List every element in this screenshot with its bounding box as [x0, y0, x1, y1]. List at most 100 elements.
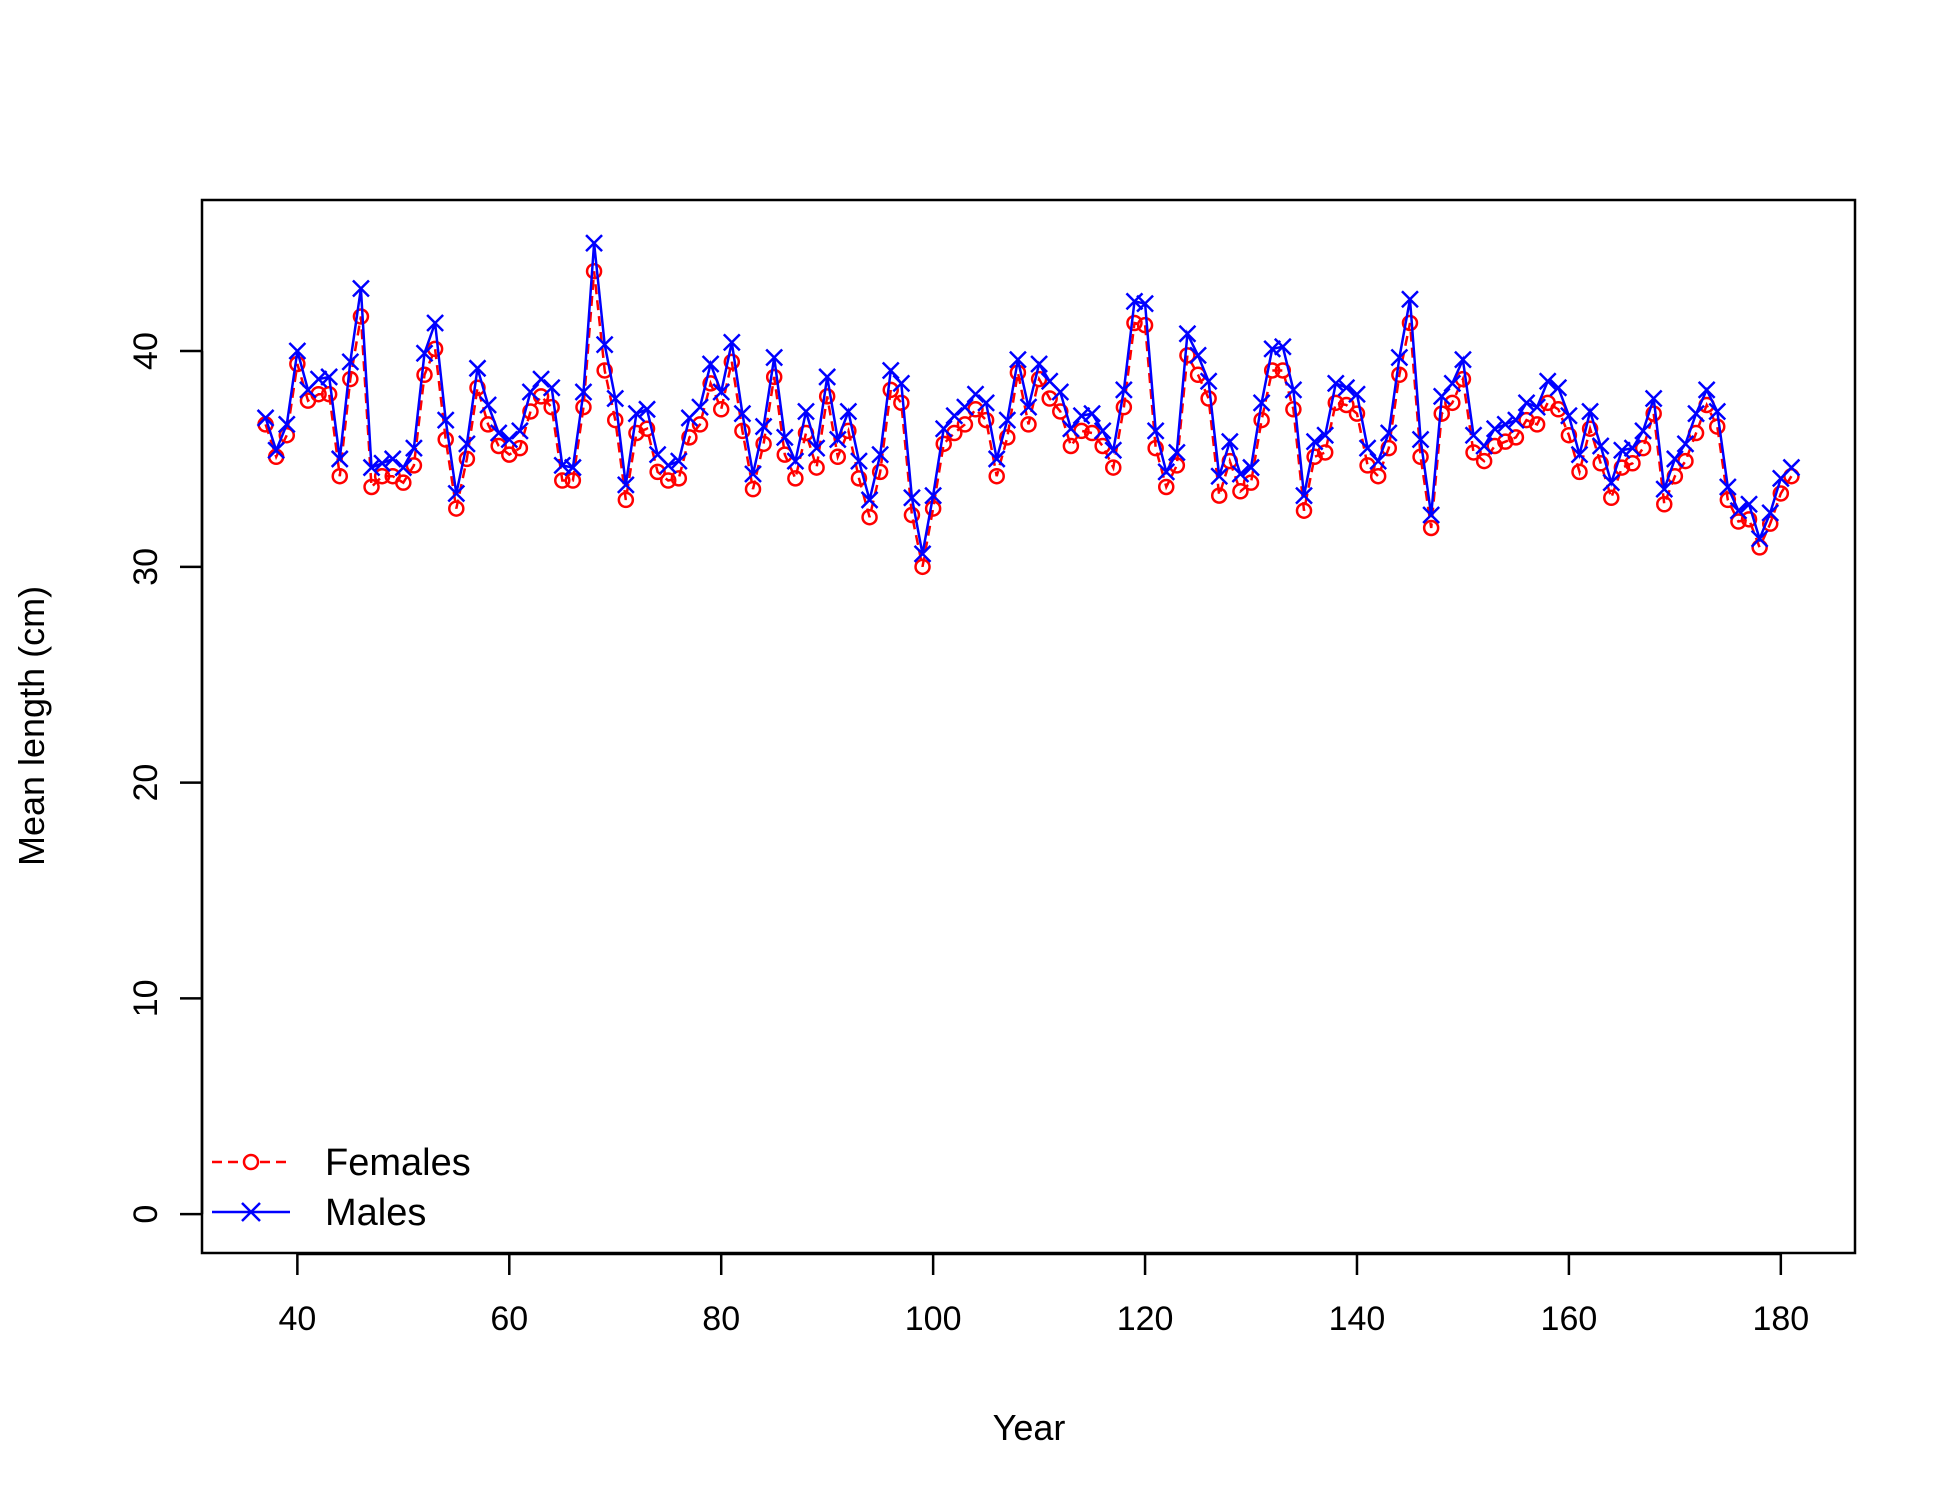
data-point [638, 400, 656, 419]
data-point [595, 335, 614, 354]
data-point [882, 381, 899, 399]
data-point [1105, 459, 1122, 476]
data-point [1560, 406, 1578, 425]
data-point [373, 454, 392, 473]
data-point [1401, 314, 1419, 332]
plot-frame [200, 198, 1857, 1255]
legend-label: Males [325, 1192, 426, 1234]
data-point [1634, 439, 1652, 457]
data-point [522, 403, 539, 420]
data-point [1232, 483, 1249, 500]
data-point [405, 439, 423, 458]
data-point [1019, 398, 1038, 417]
data-point [1465, 444, 1482, 461]
data-point [1665, 450, 1684, 468]
data-point [1570, 445, 1589, 464]
data-point [722, 333, 741, 352]
data-point [1369, 452, 1388, 470]
data-point [1083, 404, 1101, 423]
data-point [1718, 478, 1737, 496]
data-point [1782, 458, 1801, 477]
data-point [956, 416, 974, 433]
data-point [956, 398, 974, 417]
data-point [670, 470, 688, 487]
data-point [1338, 396, 1355, 414]
data-point [935, 435, 952, 453]
data-point [1591, 437, 1610, 455]
data-point [818, 368, 837, 386]
data-point [468, 359, 487, 378]
data-point [489, 424, 508, 442]
data-point [320, 368, 339, 386]
data-point [1009, 350, 1027, 369]
data-point [712, 383, 731, 401]
data-point [500, 430, 519, 449]
data-point [1655, 480, 1674, 499]
data-point [532, 370, 550, 388]
data-point [1549, 378, 1568, 397]
data-point [1306, 448, 1323, 466]
data-point [1242, 458, 1260, 477]
data-point [1273, 337, 1292, 356]
data-point [511, 439, 529, 457]
data-point [723, 353, 741, 371]
x-axis-title: Year [993, 1407, 1066, 1448]
data-point [744, 465, 762, 483]
data-point [1581, 420, 1599, 437]
data-point [1146, 421, 1165, 440]
data-point [628, 424, 645, 442]
data-point [818, 388, 836, 405]
x-tick-label: 120 [1117, 1300, 1174, 1338]
data-point [267, 441, 286, 460]
data-point [437, 431, 454, 448]
data-point [627, 404, 646, 423]
data-point [1147, 439, 1164, 457]
data-point [1528, 398, 1547, 417]
data-point [871, 445, 890, 464]
data-point [1634, 421, 1652, 440]
data-point [458, 450, 476, 468]
data-point [1125, 292, 1144, 311]
data-point [1697, 381, 1716, 399]
data-point [1497, 433, 1514, 450]
data-point [1390, 348, 1409, 367]
data-point [1644, 389, 1663, 408]
data-point [1507, 429, 1525, 446]
data-point [1538, 372, 1557, 391]
data-point [458, 434, 476, 453]
data-point [1475, 437, 1494, 455]
data-point [1486, 437, 1503, 455]
data-point [341, 352, 360, 371]
data-point [1412, 448, 1429, 466]
data-point [1348, 405, 1366, 422]
data-point [1327, 394, 1345, 412]
x-tick-label: 80 [702, 1300, 740, 1338]
series-males [256, 234, 1801, 563]
data-point [744, 480, 762, 498]
data-point [511, 421, 529, 440]
data-point [1369, 467, 1387, 485]
data-point [320, 385, 338, 403]
data-point [808, 459, 825, 476]
data-point [977, 411, 995, 429]
data-point [733, 404, 752, 423]
data-point [861, 508, 878, 526]
data-point [1093, 421, 1112, 440]
data-point [1581, 402, 1599, 421]
x-tick-label: 180 [1752, 1300, 1809, 1338]
x-tick-label: 140 [1329, 1300, 1386, 1338]
data-point [436, 411, 455, 429]
data-point [1422, 506, 1441, 524]
data-point [1020, 416, 1037, 433]
data-point [362, 458, 381, 477]
data-point [829, 448, 847, 466]
data-point [352, 279, 370, 298]
y-tick-label: 40 [127, 332, 165, 370]
data-point [765, 368, 783, 386]
data-point [1284, 381, 1303, 399]
y-tick-label: 0 [127, 1205, 165, 1224]
data-point [1220, 432, 1239, 451]
data-point [1379, 424, 1398, 442]
data-point [1242, 474, 1260, 491]
data-point [617, 491, 635, 509]
